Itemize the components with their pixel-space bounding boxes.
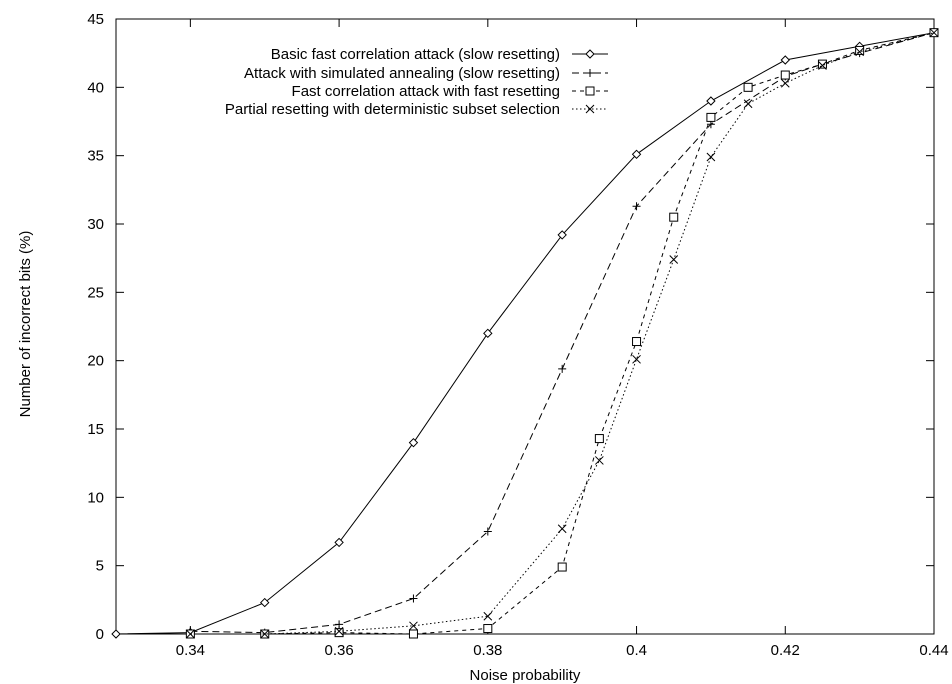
data-point (632, 337, 642, 347)
data-point (334, 537, 344, 548)
data-point (632, 354, 641, 364)
legend-marker (585, 86, 595, 96)
y-tick-label: 25 (87, 284, 104, 301)
series-line (190, 32, 935, 634)
y-tick-label: 30 (87, 216, 104, 233)
data-point (186, 629, 195, 639)
y-tick-label: 5 (96, 558, 104, 575)
series-line (190, 32, 935, 635)
legend-marker (585, 104, 595, 114)
data-point (483, 527, 492, 536)
legend-label: Attack with simulated annealing (slow re… (244, 65, 560, 82)
data-point (594, 434, 604, 444)
data-point (483, 624, 493, 634)
data-point (483, 328, 493, 339)
legend-label: Partial resetting with deterministic sub… (225, 101, 560, 118)
data-point (595, 456, 604, 465)
plot-frame (115, 18, 935, 635)
data-point (409, 594, 418, 603)
data-point (780, 55, 790, 65)
series-line (190, 32, 935, 635)
x-tick-label: 0.4 (626, 642, 647, 659)
legend-item: Attack with simulated annealing (slow re… (244, 65, 608, 82)
data-point (335, 620, 344, 629)
y-tick-label: 40 (87, 79, 104, 96)
legend: Basic fast correlation attack (slow rese… (225, 46, 608, 118)
y-tick-label: 45 (87, 11, 104, 28)
data-point (780, 78, 790, 88)
x-tick-label: 0.42 (771, 642, 800, 659)
data-point (855, 45, 865, 55)
x-axis-label: Noise probability (470, 667, 581, 684)
data-point (743, 82, 753, 92)
x-tick-label: 0.34 (176, 642, 205, 659)
legend-item: Fast correlation attack with fast resett… (292, 83, 608, 100)
legend-marker (585, 49, 595, 59)
legend-label: Basic fast correlation attack (slow rese… (271, 46, 560, 63)
data-point (557, 230, 567, 240)
data-point (557, 524, 567, 534)
data-point (818, 61, 827, 70)
data-point (669, 255, 679, 264)
legend-item: Partial resetting with deterministic sub… (225, 101, 608, 118)
plot-border (115, 18, 935, 635)
data-point (260, 629, 270, 639)
x-tick-label: 0.36 (324, 642, 353, 659)
y-tick-label: 15 (87, 421, 104, 438)
data-point (409, 621, 418, 631)
series-2 (186, 28, 938, 637)
data-point (483, 611, 493, 621)
legend-marker (586, 69, 594, 77)
data-point (334, 626, 344, 636)
series-line (115, 32, 935, 635)
x-tick-label: 0.44 (919, 642, 948, 659)
legend-item: Basic fast correlation attack (slow rese… (271, 46, 608, 63)
series-3 (185, 28, 939, 639)
y-tick-label: 10 (87, 489, 104, 506)
data-point (780, 70, 790, 80)
data-point (706, 152, 716, 162)
data-point (817, 59, 827, 69)
y-axis: 0 5 10 15 20 25 30 35 40 45 (87, 11, 934, 643)
x-tick-label: 0.38 (473, 642, 502, 659)
data-point (743, 99, 753, 109)
data-point (111, 629, 121, 639)
data-point (408, 437, 419, 448)
data-point (706, 112, 716, 122)
legend-label: Fast correlation attack with fast resett… (292, 83, 560, 100)
data-point (408, 629, 418, 639)
data-point (632, 202, 641, 211)
data-point (669, 212, 679, 222)
series-layer (111, 27, 939, 639)
x-axis: 0.34 0.36 0.38 0.4 0.42 0.44 (176, 19, 949, 659)
y-tick-label: 0 (96, 626, 104, 643)
data-point (631, 149, 642, 160)
data-point (334, 628, 344, 638)
data-point (260, 597, 270, 608)
data-point (929, 28, 939, 38)
series-1 (111, 27, 939, 639)
y-tick-label: 35 (87, 148, 104, 165)
data-point (558, 364, 567, 373)
series-4 (186, 28, 939, 639)
data-point (706, 96, 716, 106)
y-axis-label: Number of incorrect bits (%) (17, 231, 34, 418)
data-point (855, 47, 864, 57)
data-point (557, 562, 567, 572)
y-tick-label: 20 (87, 353, 104, 370)
